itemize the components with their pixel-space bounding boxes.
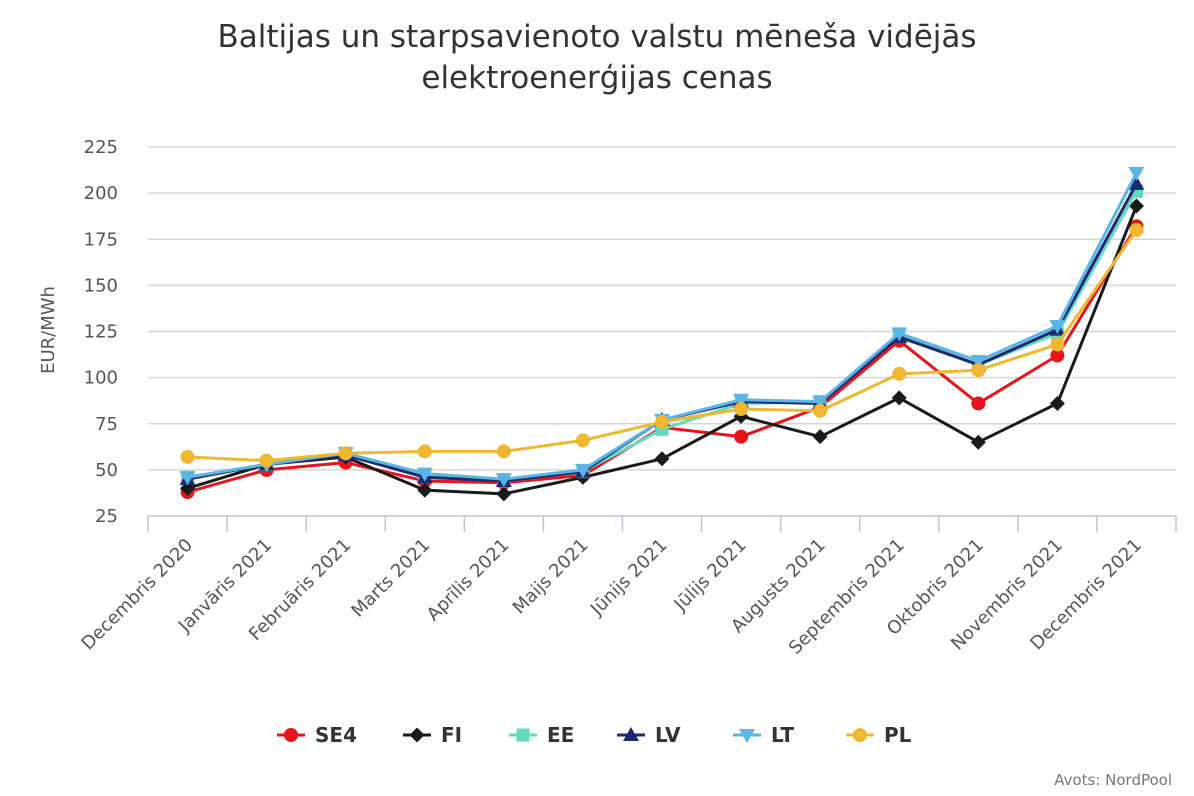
x-tick-label: Marts 2021 [347,535,434,622]
data-point-lt [574,463,591,478]
legend-item-pl[interactable]: PL [846,723,912,747]
y-tick-label: 125 [84,322,118,343]
data-point-lt [495,473,512,488]
series-line-fi [187,205,1138,496]
data-point-lt [1128,166,1145,181]
x-tick-label: Jūlijs 2021 [670,535,751,616]
data-point-fi [1128,198,1144,214]
data-point-pl [496,444,511,459]
data-point-fi [970,434,986,450]
legend-item-lv[interactable]: LV [617,723,681,747]
legend: SE4 FI EE LV LT PL [277,723,912,747]
data-point-lt [970,355,987,370]
data-point-pl [813,403,828,418]
y-tick-label: 50 [95,460,118,481]
y-tick-label: 25 [95,506,118,527]
data-point-pl [892,366,907,381]
source-note: Avots: NordPool [1054,771,1172,789]
y-tick-label: 100 [84,368,118,389]
legend-label: SE4 [315,723,357,747]
data-point-lt [179,471,196,486]
legend-swatch-marker [409,727,425,743]
data-point-se4 [1050,348,1065,363]
data-point-fi [654,451,670,467]
legend-label: LT [771,723,794,747]
y-axis-label: EUR/MWh [38,286,59,374]
gridlines [148,146,1176,471]
data-point-lv [1128,175,1145,190]
y-tick-label: 150 [84,275,118,296]
data-point-pl [1050,337,1065,352]
legend-swatch-marker [739,729,755,743]
legend-label: PL [884,723,912,747]
legend-swatch-marker [853,728,867,742]
data-point-pl [338,446,353,461]
series-lt [179,166,1145,488]
data-point-se4 [971,396,986,411]
y-tick-label: 175 [84,229,118,250]
data-point-lt [812,395,829,410]
legend-swatch-marker [623,727,639,741]
y-tick-label: 225 [84,137,118,158]
x-tick-label: Aprīlis 2021 [423,535,514,626]
legend-label: LV [655,723,681,747]
legend-swatch-marker [284,728,298,742]
x-axis [147,515,1177,532]
data-point-lt [733,393,750,408]
y-axis-ticks: 25 50 75 100 125 150 175 200 225 [84,137,118,527]
data-point-pl [655,414,669,429]
legend-swatch-marker [516,728,530,742]
legend-item-lt[interactable]: LT [733,723,794,747]
y-tick-label: 200 [84,183,118,204]
data-point-fi [417,482,433,498]
series-line-ee [187,190,1138,483]
data-point-se4 [734,429,749,444]
data-point-pl [417,444,432,459]
data-point-lt [1049,319,1066,334]
chart-title-line-2: elektroenerģijas cenas [421,60,772,96]
data-point-fi [1049,395,1065,411]
legend-item-se4[interactable]: SE4 [277,723,357,747]
y-tick-label: 75 [95,414,118,435]
legend-label: FI [441,723,462,747]
x-tick-label: Jūnijs 2021 [586,535,672,621]
chart-title: Baltijas un starpsavienoto valstu mēneša… [217,19,976,96]
data-point-lt [416,467,433,482]
series-group [179,166,1145,502]
chart-title-line-1: Baltijas un starpsavienoto valstu mēneša… [217,19,976,55]
legend-item-fi[interactable]: FI [403,723,462,747]
legend-item-ee[interactable]: EE [509,723,574,747]
data-point-pl [734,401,749,416]
data-point-lt [891,327,908,342]
x-tick-label: Maijs 2021 [509,535,593,619]
data-point-pl [971,363,986,378]
data-point-pl [1129,223,1144,238]
data-point-pl [180,449,195,464]
data-point-fi [496,486,512,502]
x-tick-label: Decembris 2020 [77,535,197,655]
series-ee [181,184,1143,488]
data-point-pl [575,433,590,448]
data-point-fi [891,390,907,406]
series-line-lv [187,183,1138,483]
series-pl [180,223,1144,468]
data-point-fi [812,429,828,445]
legend-label: EE [547,723,574,747]
data-point-pl [259,453,274,468]
